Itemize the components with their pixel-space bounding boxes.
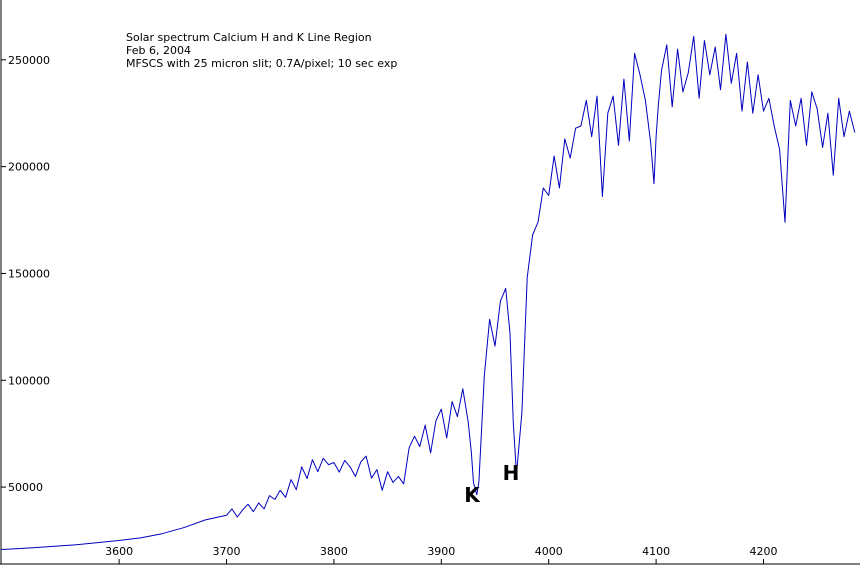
x-tick-label: 3800: [320, 545, 348, 558]
chart-title-line-1: Solar spectrum Calcium H and K Line Regi…: [126, 31, 372, 44]
y-tick-label: 200000: [8, 161, 50, 174]
chart-title-line-2: Feb 6, 2004: [126, 44, 191, 57]
y-tick-label: 50000: [8, 481, 43, 494]
y-tick-label: 100000: [8, 374, 50, 387]
x-tick-label: 3700: [213, 545, 241, 558]
ticks: 3600 3700 3800 3900 4000 4100 4200 50000 100000 1…: [1, 54, 777, 564]
y-tick-label: 250000: [8, 54, 50, 67]
x-tick-label: 4200: [749, 545, 777, 558]
x-tick-label: 4000: [535, 545, 563, 558]
chart-annotation: Solar spectrum Calcium H and K Line Regi…: [126, 31, 397, 70]
x-tick-label: 3600: [105, 545, 133, 558]
x-tick-label: 3900: [427, 545, 455, 558]
y-tick-label: 150000: [8, 267, 50, 280]
chart-title-line-3: MFSCS with 25 micron slit; 0.7A/pixel; 1…: [126, 57, 397, 70]
spectrum-line: [0, 33, 856, 550]
k-line-label: K: [464, 483, 481, 507]
x-tick-label: 4100: [642, 545, 670, 558]
h-line-label: H: [503, 461, 520, 485]
